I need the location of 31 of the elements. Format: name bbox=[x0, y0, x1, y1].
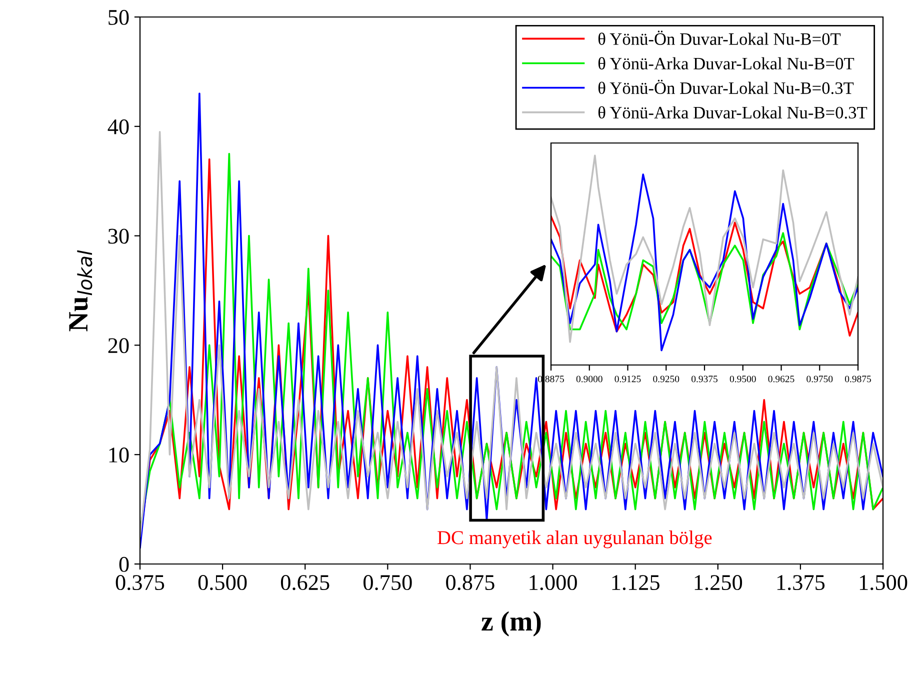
x-tick-label: 1.375 bbox=[777, 575, 825, 590]
x-tick-label: 0.750 bbox=[364, 575, 412, 590]
x-tick-label: 0.500 bbox=[198, 575, 247, 590]
annotation: DC manyetik alan uygulanan bölge bbox=[438, 530, 712, 548]
x-tick-label: 0.9500 bbox=[730, 376, 756, 382]
x-tick-label: 0.9625 bbox=[768, 376, 794, 382]
x-tick-label: 0.9375 bbox=[692, 376, 718, 382]
x-tick-label: 1.125 bbox=[612, 575, 660, 590]
legend-label: θ Yönü-Arka Duvar-Lokal Nu-B=0T bbox=[598, 57, 854, 70]
y-tick-label: 20 bbox=[108, 338, 129, 354]
x-tick-label: 1.250 bbox=[694, 575, 742, 590]
x-tick-label: 1.000 bbox=[530, 575, 577, 590]
x-tick-label: 0.875 bbox=[446, 575, 494, 590]
y-tick-label: 30 bbox=[108, 228, 129, 244]
x-tick-label: 0.625 bbox=[280, 575, 330, 590]
y-axis-title: Nu$_{lokal}$ bbox=[69, 250, 92, 332]
x-tick-label: 0.375 bbox=[116, 575, 164, 590]
x-tick-label: 1.500 bbox=[860, 575, 908, 590]
x-tick-label: 0.9250 bbox=[653, 376, 680, 382]
y-tick-label: 0 bbox=[119, 556, 129, 572]
x-tick-label: 0.9875 bbox=[845, 376, 871, 382]
y-tick-label: 10 bbox=[109, 448, 129, 463]
y-tick-label: 50 bbox=[108, 10, 129, 25]
x-tick-label: 0.9750 bbox=[806, 376, 833, 382]
legend-label: θ Yönü-Ön Duvar-Lokal Nu-B=0T bbox=[598, 30, 841, 45]
legend-label: θ Yönü-Arka Duvar-Lokal Nu-B=0.3T bbox=[598, 106, 868, 119]
x-tick-label: 0.9125 bbox=[614, 376, 641, 382]
y-tick-label: 40 bbox=[108, 119, 129, 134]
x-axis-title: z (m) bbox=[482, 611, 541, 636]
x-tick-label: 0.9000 bbox=[576, 376, 602, 382]
legend-label: θ Yönü-Ön Duvar-Lokal Nu-B=0.3T bbox=[598, 80, 854, 94]
